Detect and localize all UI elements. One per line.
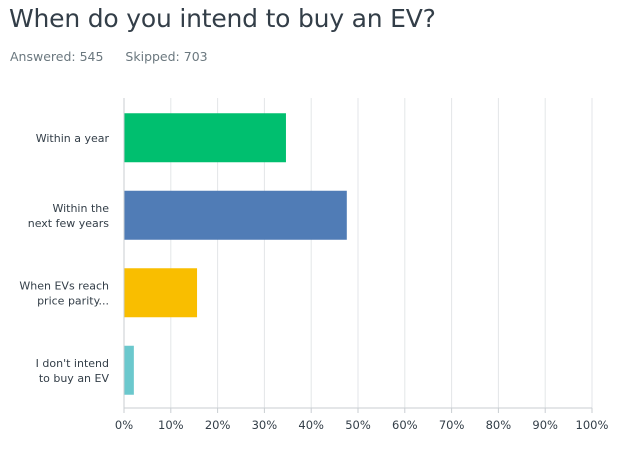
x-tick-label: 50% [345, 418, 371, 432]
axes [123, 98, 593, 413]
x-tick-label: 100% [576, 418, 609, 432]
category-label-1: Within a year [36, 132, 110, 145]
answered-count: Answered: 545 [10, 49, 104, 64]
category-label-line: Within a year [36, 132, 110, 145]
bar-3 [124, 268, 198, 318]
category-labels: Within a year Within the next few years Whe… [19, 132, 109, 385]
category-label-line: to buy an EV [39, 372, 110, 385]
bar-1 [124, 113, 286, 163]
skipped-count: Skipped: 703 [125, 49, 208, 64]
bar-2 [124, 190, 347, 240]
page-title: When do you intend to buy an EV? [9, 4, 436, 33]
x-tick-label: 30% [252, 418, 278, 432]
response-stats: Answered: 545 Skipped: 703 [10, 49, 208, 64]
category-label-line: When EVs reach [19, 279, 109, 292]
x-tick-label: 60% [392, 418, 418, 432]
x-tick-label: 0% [115, 418, 133, 432]
category-label-4: I don't intend to buy an EV [36, 357, 110, 385]
bars [124, 113, 347, 395]
x-tick-label: 40% [298, 418, 324, 432]
category-label-line: Within the [52, 202, 109, 215]
x-tick-labels: 0% 10% 20% 30% 40% 50% 60% 70% 80% 90% 100% [115, 418, 609, 432]
x-tick-label: 70% [439, 418, 465, 432]
x-tick-label: 90% [532, 418, 558, 432]
category-label-line: next few years [28, 217, 110, 230]
x-tick-label: 20% [205, 418, 231, 432]
category-label-2: Within the next few years [28, 202, 110, 230]
bar-4 [124, 345, 134, 395]
category-label-3: When EVs reach price parity... [19, 279, 109, 307]
x-tick-label: 80% [486, 418, 512, 432]
category-label-line: I don't intend [36, 357, 109, 370]
x-tick-label: 10% [158, 418, 184, 432]
category-label-line: price parity... [37, 294, 109, 307]
